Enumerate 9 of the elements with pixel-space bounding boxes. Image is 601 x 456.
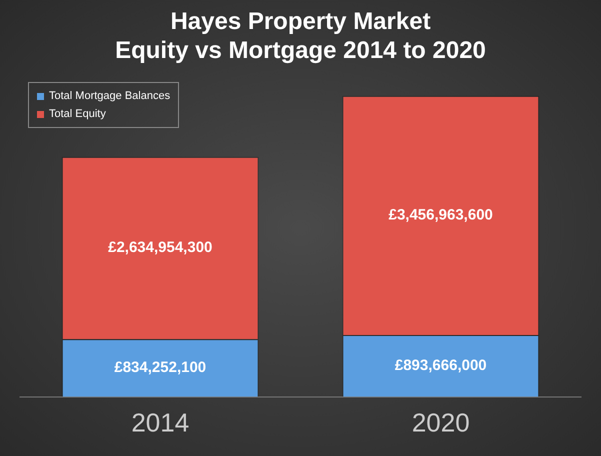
data-label: £893,666,000 xyxy=(394,357,487,374)
legend-label: Total Mortgage Balances xyxy=(49,89,170,104)
data-label: £2,634,954,300 xyxy=(108,239,212,256)
x-tick-label: 2014 xyxy=(131,408,190,438)
data-label: £834,252,100 xyxy=(114,359,206,376)
chart-title: Hayes Property Market Equity vs Mortgage 2014 to 2020 xyxy=(115,8,486,64)
data-label: £3,456,963,600 xyxy=(388,206,493,224)
legend-label: Total Equity xyxy=(49,107,106,122)
x-tick-label: 2020 xyxy=(412,408,470,438)
